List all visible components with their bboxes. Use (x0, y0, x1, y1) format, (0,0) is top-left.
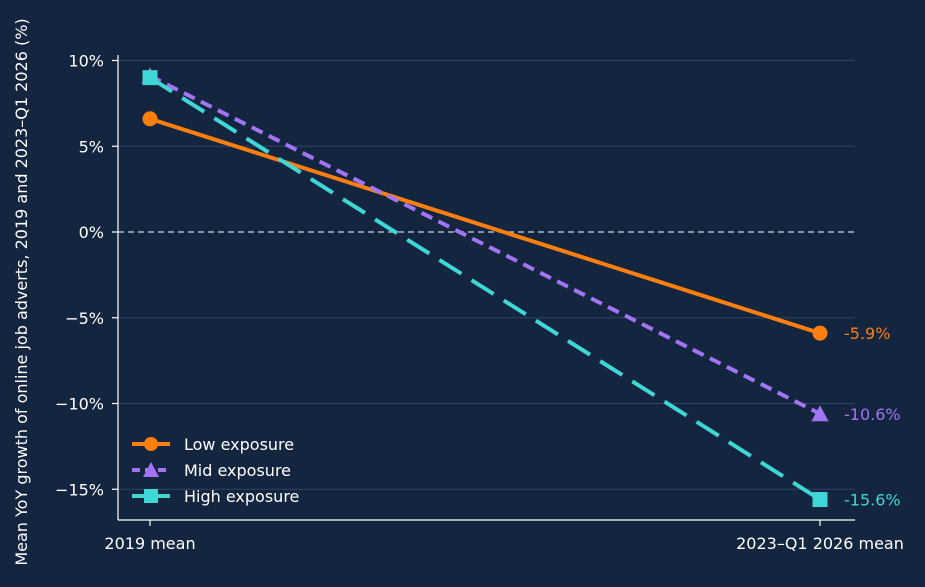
y-tick-label: 5% (79, 137, 104, 156)
legend-item: High exposure (132, 487, 299, 506)
legend-item: Low exposure (132, 435, 294, 454)
legend-label: Mid exposure (184, 461, 291, 480)
end-value-label: -15.6% (844, 491, 901, 510)
x-tick-label: 2023–Q1 2026 mean (736, 534, 904, 553)
end-labels: -5.9% -10.6% -15.6% (844, 324, 901, 509)
series-line (149, 116, 821, 336)
y-axis-label: Mean YoY growth of online job adverts, 2… (12, 18, 31, 565)
legend-item: Mid exposure (132, 461, 291, 480)
series-low-exposure (142, 111, 828, 341)
legend-label: High exposure (184, 487, 299, 506)
point-marker (811, 405, 829, 422)
legend: Low exposure Mid exposure High exposure (132, 435, 299, 506)
point-marker (143, 462, 159, 477)
y-tick-label: 10% (68, 52, 104, 71)
point-marker (812, 492, 828, 508)
series-high-exposure (142, 70, 828, 508)
legend-label: Low exposure (184, 435, 294, 454)
point-marker (142, 70, 158, 86)
point-marker (144, 437, 158, 451)
y-axis-ticks: 10% 5% 0% −5% −10% −15% (55, 52, 118, 499)
end-value-label: -5.9% (844, 324, 890, 343)
y-tick-label: 0% (79, 223, 104, 242)
series-group (141, 67, 829, 508)
series-mid-exposure (141, 67, 829, 422)
series-line (149, 74, 821, 416)
point-marker (144, 489, 158, 503)
y-tick-label: −15% (55, 480, 104, 499)
y-tick-label: −5% (65, 309, 104, 328)
y-tick-label: −10% (55, 395, 104, 414)
point-marker (812, 325, 828, 341)
x-axis-ticks: 2019 mean 2023–Q1 2026 mean (104, 520, 904, 553)
series-line (148, 75, 822, 502)
x-tick-label: 2019 mean (104, 534, 195, 553)
end-value-label: -10.6% (844, 405, 901, 424)
point-marker (142, 111, 158, 127)
